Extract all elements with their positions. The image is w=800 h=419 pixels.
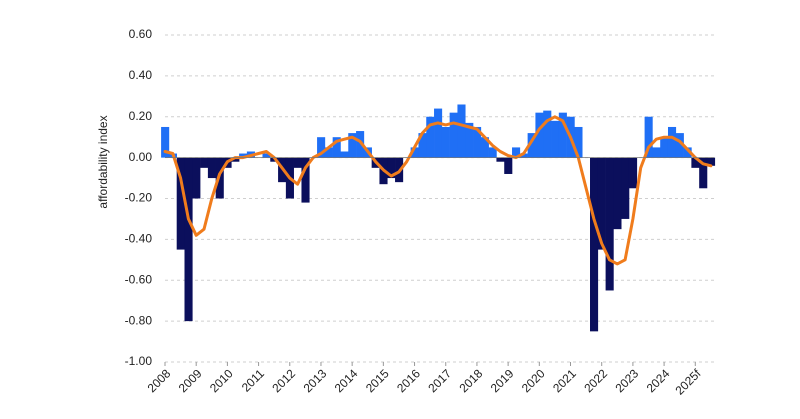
area-bar <box>621 157 630 219</box>
area-bar <box>434 108 443 158</box>
x-tick-label: 2015 <box>363 366 392 395</box>
area-bar <box>473 126 482 158</box>
area-bar <box>574 126 583 158</box>
x-tick-label: 2024 <box>644 366 673 395</box>
x-tick-label: 2017 <box>425 366 454 395</box>
x-tick-label: 2014 <box>332 366 361 395</box>
area-bar <box>317 137 326 158</box>
area-bar <box>340 151 349 158</box>
area-bar <box>324 147 333 158</box>
x-tick-label: 2011 <box>239 366 267 394</box>
area-bar <box>200 157 209 168</box>
y-tick-label: 0.00 <box>129 150 153 164</box>
x-tick-label: 2019 <box>488 366 517 395</box>
area-bar <box>527 133 536 158</box>
x-tick-label: 2025f <box>673 366 705 398</box>
area-bar <box>535 112 544 158</box>
x-tick-label: 2016 <box>394 366 423 395</box>
area-bar <box>699 157 708 189</box>
y-tick-label: -0.40 <box>125 232 153 246</box>
area-bar <box>660 137 669 158</box>
x-tick-label: 2022 <box>581 366 610 395</box>
area-bar <box>667 126 677 158</box>
x-tick-label: 2018 <box>457 366 486 395</box>
area-bar <box>613 157 622 230</box>
area-bar <box>512 147 521 158</box>
trend-line <box>163 115 713 266</box>
area-bar <box>449 112 458 158</box>
area-bar <box>293 157 302 168</box>
area-bar <box>706 157 716 166</box>
y-tick-label: -0.20 <box>125 191 153 205</box>
area-bar <box>356 131 365 158</box>
area-bar <box>465 122 474 158</box>
area-bar <box>301 157 310 203</box>
area-bar <box>519 153 528 158</box>
y-tick-label: 0.20 <box>129 109 153 123</box>
area-bar <box>184 157 193 322</box>
area-bar <box>558 112 567 158</box>
x-tick-label: 2021 <box>550 366 579 395</box>
area-bar <box>691 157 700 168</box>
area-bar <box>652 147 661 158</box>
area-bar <box>597 157 606 250</box>
area-bar <box>387 157 396 179</box>
area-bar <box>457 104 466 158</box>
x-tick-label: 2010 <box>207 366 236 395</box>
y-tick-label: -0.80 <box>125 313 153 327</box>
area-bar <box>496 157 505 162</box>
area-bar <box>332 137 341 158</box>
x-tick-label: 2020 <box>519 366 548 395</box>
area-bar <box>488 147 497 158</box>
area-bar <box>683 147 692 158</box>
x-tick-label: 2008 <box>145 366 174 395</box>
area-bar <box>644 116 653 158</box>
area-bar <box>675 133 684 158</box>
x-tick-label: 2009 <box>176 366 205 395</box>
area-bar <box>590 157 599 332</box>
area-bar <box>262 153 271 158</box>
area-bar <box>605 157 614 291</box>
area-bar <box>543 110 552 158</box>
y-tick-label: 0.40 <box>129 68 153 82</box>
area-bar <box>504 157 513 174</box>
y-tick-label: -1.00 <box>125 354 153 368</box>
x-tick-label: 2023 <box>612 366 641 395</box>
area-bar <box>176 157 185 250</box>
area-bar <box>239 153 248 158</box>
y-tick-label: 0.60 <box>129 27 153 41</box>
area-bar <box>410 147 419 158</box>
area-bar <box>480 137 489 158</box>
area-bar <box>426 116 435 158</box>
area-bar <box>231 157 240 162</box>
area-bar <box>441 126 450 158</box>
area-bar <box>192 157 201 199</box>
area-bar <box>161 126 170 158</box>
area-bar <box>628 157 638 189</box>
area-bar <box>207 157 216 179</box>
x-tick-label: 2013 <box>301 366 330 395</box>
area-bar <box>348 133 357 158</box>
area-bar <box>418 133 427 158</box>
x-tick-label: 2012 <box>269 366 298 395</box>
area-bar <box>551 120 560 158</box>
y-axis-label: affordability index <box>96 115 110 208</box>
y-tick-label: -0.60 <box>125 272 153 286</box>
